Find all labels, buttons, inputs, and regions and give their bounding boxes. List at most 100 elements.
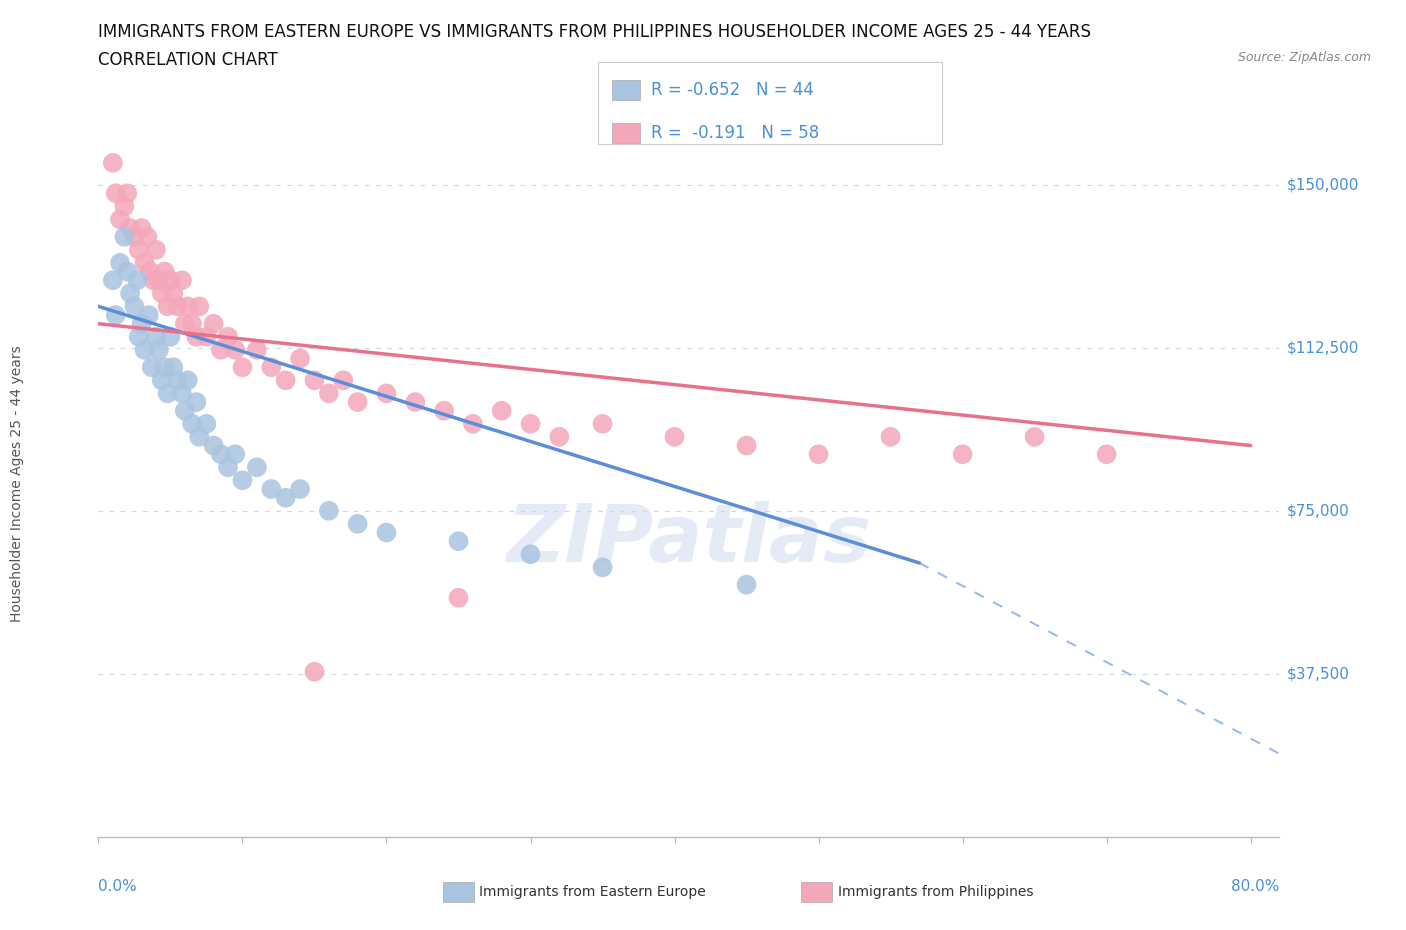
Point [519,417,541,432]
Point [104,186,127,201]
Point [108,256,131,271]
Point [231,360,253,375]
Point [735,438,758,453]
Point [592,417,614,432]
Point [115,186,138,201]
Text: $112,500: $112,500 [1286,340,1358,355]
Point [332,373,354,388]
Point [231,472,253,487]
Text: CORRELATION CHART: CORRELATION CHART [98,51,278,69]
Point [124,299,146,313]
Point [153,360,176,375]
Point [246,342,269,357]
Point [101,272,124,287]
Point [186,394,208,409]
Point [274,490,297,505]
Point [159,329,181,344]
Text: 0.0%: 0.0% [98,879,138,894]
Point [108,212,131,227]
Point [136,230,159,245]
Point [375,525,398,540]
Text: Immigrants from Eastern Europe: Immigrants from Eastern Europe [479,884,706,899]
Point [491,404,513,418]
Point [170,386,193,401]
Point [188,430,211,445]
Point [807,446,830,461]
Point [260,360,283,375]
Point [879,430,901,445]
Point [952,446,974,461]
Point [288,352,311,366]
Point [1024,430,1046,445]
Point [224,342,246,357]
Point [156,299,179,313]
Point [288,482,311,497]
Point [162,360,184,375]
Point [166,373,188,388]
Point [519,547,541,562]
Text: ZIPatlas: ZIPatlas [506,501,872,579]
Point [447,534,470,549]
Point [177,373,200,388]
Point [177,299,200,313]
Point [260,482,283,497]
Point [181,417,204,432]
Point [131,220,153,235]
Point [101,155,124,170]
Point [202,438,225,453]
Point [156,386,179,401]
Point [128,243,150,258]
Point [148,342,170,357]
Point [162,286,184,300]
Text: Householder Income Ages 25 - 44 years: Householder Income Ages 25 - 44 years [10,345,24,622]
Point [274,373,297,388]
Point [404,394,426,409]
Point [173,316,195,331]
Point [166,299,188,313]
Point [134,256,156,271]
Point [128,329,150,344]
Point [120,286,142,300]
Point [461,417,484,432]
Point [346,394,368,409]
Point [1095,446,1118,461]
Point [134,342,156,357]
Point [346,516,368,531]
Point [145,329,167,344]
Text: IMMIGRANTS FROM EASTERN EUROPE VS IMMIGRANTS FROM PHILIPPINES HOUSEHOLDER INCOME: IMMIGRANTS FROM EASTERN EUROPE VS IMMIGR… [98,23,1091,41]
Point [304,373,326,388]
Point [318,503,340,518]
Point [447,591,470,605]
Text: $150,000: $150,000 [1286,177,1358,193]
Point [112,230,135,245]
Point [173,404,195,418]
Point [127,272,149,287]
Point [181,316,204,331]
Point [142,272,165,287]
Point [735,578,758,592]
Point [141,360,163,375]
Point [145,243,167,258]
Point [186,329,208,344]
Point [153,264,176,279]
Point [159,272,181,287]
Point [224,446,246,461]
Point [195,329,218,344]
Point [148,272,170,287]
Point [664,430,686,445]
Text: Source: ZipAtlas.com: Source: ZipAtlas.com [1237,51,1371,64]
Point [548,430,571,445]
Point [202,316,225,331]
Point [170,272,193,287]
Point [246,459,269,474]
Point [209,446,232,461]
Point [131,316,153,331]
Point [217,459,239,474]
Text: R =  -0.191   N = 58: R = -0.191 N = 58 [651,124,820,142]
Point [304,664,326,679]
Point [318,386,340,401]
Text: 80.0%: 80.0% [1232,879,1279,894]
Point [124,230,146,245]
Point [150,373,173,388]
Point [209,342,232,357]
